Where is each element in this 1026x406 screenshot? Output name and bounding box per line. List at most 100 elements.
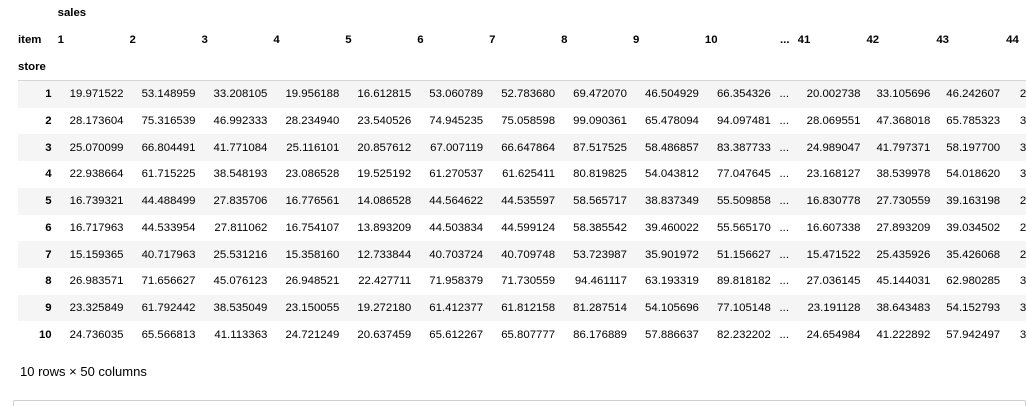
table-cell: 12.733844	[357, 248, 412, 261]
table-cell: 53.060789	[429, 88, 484, 101]
table-cell: 41.797371	[876, 141, 931, 154]
table-cell: 27.811062	[214, 221, 268, 234]
table-cell: 66.804491	[141, 141, 196, 154]
table-cell: 44.599124	[501, 221, 556, 234]
table-cell: 38.643483	[876, 301, 931, 314]
table-cell: 40.717963	[141, 248, 196, 261]
table-cell: 99.090361	[573, 115, 627, 128]
table-cell: 89.818182	[716, 275, 771, 288]
table-cell: 20.002738	[806, 88, 861, 101]
table-cell: 16.612815	[357, 88, 412, 101]
table-cell: 22.427711	[358, 275, 412, 288]
table-cell: 53.723987	[573, 248, 627, 261]
column-header: 7	[489, 34, 496, 47]
table-cell: 24.654984	[806, 328, 861, 341]
column-header: 6	[417, 34, 424, 47]
table-cell: 55.565170	[716, 221, 771, 234]
table-cell: 23.150055	[285, 301, 340, 314]
table-cell: 80.819825	[573, 168, 627, 181]
table-cell: 33.3	[1019, 141, 1026, 154]
table-cell: 57.886637	[645, 328, 699, 341]
table-cell: 66.354326	[716, 88, 771, 101]
table-cell: 37.7	[1019, 115, 1026, 128]
column-header: 4	[273, 34, 280, 47]
table-cell: 15.471522	[806, 248, 861, 261]
table-cell: 27.730559	[876, 195, 931, 208]
cell-ellipsis: ...	[779, 115, 790, 128]
header-row-columns: item 1 2 3 4 5 6 7 8 9 10 ... 41 42 43 4…	[18, 27, 1026, 54]
table-cell: 24.989047	[806, 141, 861, 154]
cell-ellipsis: ...	[779, 301, 790, 314]
table-cell: 32.9	[1019, 328, 1026, 341]
header-row-index-name: store	[18, 53, 1026, 82]
cell-ellipsis: ...	[779, 88, 790, 101]
table-cell: 52.783680	[501, 88, 556, 101]
dataframe-scroll-container[interactable]: sales item 1 2 3 4 5 6 7 8 9 10 ...	[18, 0, 1026, 345]
table-cell: 65.807777	[501, 328, 556, 341]
table-cell: 75.316539	[141, 115, 196, 128]
table-cell: 87.517525	[573, 141, 627, 154]
dataframe-table: sales item 1 2 3 4 5 6 7 8 9 10 ...	[18, 0, 1026, 345]
table-cell: 39.034502	[946, 221, 1001, 234]
table-cell: 45.144031	[876, 275, 931, 288]
table-cell: 28.234940	[285, 115, 340, 128]
table-cell: 54.018620	[946, 168, 1001, 181]
table-cell: 35.426068	[946, 248, 1001, 261]
column-header: 42	[866, 34, 880, 47]
table-cell: 22.938664	[69, 168, 124, 181]
row-index: 6	[45, 221, 52, 234]
table-row: 9 23.325849 61.792442 38.535049 23.150055 19.…	[18, 294, 1026, 322]
row-index: 1	[45, 88, 52, 101]
table-cell: 39.163198	[946, 195, 1001, 208]
table-cell: 65.566813	[141, 328, 196, 341]
table-cell: 15.159365	[69, 248, 124, 261]
table-cell: 61.792442	[141, 301, 196, 314]
table-cell: 58.565717	[573, 195, 627, 208]
table-cell: 30.9	[1019, 301, 1026, 314]
table-cell: 23.325849	[69, 301, 124, 314]
table-cell: 63.193319	[645, 275, 699, 288]
table-cell: 16.717963	[69, 221, 124, 234]
table-cell: 58.385542	[573, 221, 627, 234]
column-header: 43	[936, 34, 949, 47]
table-cell: 55.509858	[716, 195, 771, 208]
table-cell: 16.830778	[806, 195, 861, 208]
table-cell: 41.222892	[876, 328, 931, 341]
table-cell: 28.069551	[806, 115, 861, 128]
table-cell: 44.564622	[429, 195, 484, 208]
cell-ellipsis: ...	[779, 141, 790, 154]
table-cell: 46.242607	[946, 88, 1001, 101]
next-cell-border[interactable]	[13, 400, 1026, 406]
table-row: 1 19.971522 53.148959 33.208105 19.956188 16.…	[18, 80, 1026, 108]
table-cell: 33.105696	[876, 88, 931, 101]
row-index: 2	[45, 115, 52, 128]
column-header: 9	[632, 34, 640, 47]
table-cell: 86.176889	[573, 328, 627, 341]
table-cell: 46.992333	[213, 115, 268, 128]
table-cell: 47.368018	[876, 115, 931, 128]
table-cell: 25.116101	[286, 141, 340, 154]
table-header: sales item 1 2 3 4 5 6 7 8 9 10 ...	[18, 0, 1026, 82]
row-index: 5	[45, 195, 52, 208]
table-cell: 65.785323	[946, 115, 1001, 128]
table-cell: 22.4	[1019, 195, 1026, 208]
table-cell: 41.771084	[213, 141, 268, 154]
row-index: 4	[45, 168, 52, 181]
columns-label: item	[18, 34, 42, 47]
table-cell: 66.647864	[501, 141, 556, 154]
table-cell: 38.539978	[876, 168, 931, 181]
cell-ellipsis: ...	[779, 221, 790, 234]
table-row: 10 24.736035 65.566813 41.113363 24.721249 20…	[18, 321, 1026, 345]
table-cell: 27.893209	[876, 221, 931, 234]
table-cell: 28.173604	[69, 115, 124, 128]
table-cell: 81.287514	[573, 301, 627, 314]
cell-ellipsis: ...	[779, 275, 790, 288]
table-cell: 44.535597	[501, 195, 556, 208]
table-row: 8 26.983571 71.656627 45.076123 26.948521 22.…	[18, 268, 1026, 295]
table-cell: 38.535049	[213, 301, 268, 314]
table-cell: 94.097481	[716, 115, 771, 128]
index-name: store	[18, 53, 58, 82]
table-cell: 65.612267	[429, 328, 484, 341]
table-cell: 82.232202	[716, 328, 771, 341]
table-cell: 16.776561	[285, 195, 340, 208]
